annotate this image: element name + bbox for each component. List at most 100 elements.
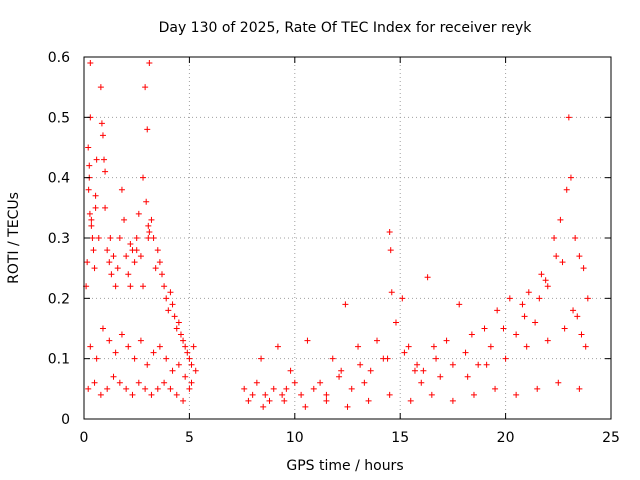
data-point <box>544 337 551 344</box>
data-point <box>97 84 104 91</box>
data-point <box>260 403 267 410</box>
data-point <box>148 391 155 398</box>
data-point <box>188 379 195 386</box>
data-point <box>112 349 119 356</box>
data-point <box>163 295 170 302</box>
data-point <box>392 319 399 326</box>
data-point <box>116 379 123 386</box>
data-point <box>182 343 189 350</box>
data-point <box>90 247 97 254</box>
data-point <box>576 385 583 392</box>
data-point <box>304 337 311 344</box>
data-point <box>365 397 372 404</box>
data-point <box>387 247 394 254</box>
data-point <box>544 283 551 290</box>
data-point <box>437 373 444 380</box>
data-point <box>165 307 172 314</box>
data-point <box>87 343 94 350</box>
data-point <box>167 289 174 296</box>
data-point <box>561 325 568 332</box>
data-point <box>142 84 149 91</box>
data-point <box>475 361 482 368</box>
data-point <box>131 259 138 266</box>
data-point <box>302 403 309 410</box>
grid <box>84 57 611 419</box>
data-point <box>102 204 109 211</box>
data-point <box>190 343 197 350</box>
x-tick-label: 25 <box>602 430 620 446</box>
data-point <box>104 385 111 392</box>
data-point <box>481 325 488 332</box>
data-point <box>414 361 421 368</box>
data-point <box>107 235 114 241</box>
data-point <box>127 283 134 290</box>
data-point <box>241 385 248 392</box>
data-point <box>99 132 106 139</box>
data-point <box>148 216 155 223</box>
data-point <box>559 259 566 266</box>
data-point <box>291 379 298 386</box>
data-point <box>91 379 98 386</box>
data-point <box>116 235 123 241</box>
data-point <box>156 259 163 266</box>
data-point <box>329 355 336 362</box>
x-tick-label: 0 <box>80 430 89 446</box>
data-point <box>169 367 176 374</box>
data-point <box>110 373 117 380</box>
data-point <box>513 331 520 338</box>
data-point <box>584 295 591 302</box>
data-point <box>106 259 113 266</box>
x-tick-label: 10 <box>286 430 304 446</box>
data-point <box>86 210 93 217</box>
data-point <box>506 295 513 302</box>
axis-ticks <box>83 56 612 420</box>
data-point <box>152 265 159 272</box>
x-tick-label: 5 <box>185 430 194 446</box>
data-point <box>84 259 91 266</box>
data-point <box>93 355 100 362</box>
data-point <box>323 391 330 398</box>
data-point <box>317 379 324 386</box>
data-point <box>407 397 414 404</box>
data-point <box>563 186 570 193</box>
data-point <box>150 235 157 241</box>
data-point <box>249 391 256 398</box>
data-point <box>298 391 305 398</box>
data-point <box>92 192 99 199</box>
data-point <box>192 367 199 374</box>
data-point <box>470 391 477 398</box>
data-point <box>532 319 539 326</box>
data-point <box>521 313 528 320</box>
data-point <box>173 391 180 398</box>
data-point <box>523 343 530 350</box>
data-point <box>125 343 132 350</box>
data-point <box>131 355 138 362</box>
data-point <box>161 379 168 386</box>
data-point <box>101 156 108 163</box>
data-point <box>388 289 395 296</box>
data-point <box>449 361 456 368</box>
data-point <box>266 397 273 404</box>
data-point <box>502 355 509 362</box>
data-point <box>287 367 294 374</box>
data-point <box>323 397 330 404</box>
data-point <box>578 331 585 338</box>
data-point <box>123 253 130 260</box>
data-point <box>386 391 393 398</box>
data-point <box>106 337 113 344</box>
data-point <box>171 313 178 320</box>
data-point <box>262 391 269 398</box>
y-tick-label: 0.3 <box>48 231 70 247</box>
data-point <box>129 391 136 398</box>
data-point <box>487 343 494 350</box>
data-point <box>173 325 180 332</box>
tick-labels: 0 5 10 15 20 25 0 0.1 0.2 0.3 0.4 0.5 0.6 <box>48 50 620 446</box>
data-point <box>89 235 96 241</box>
data-point <box>519 301 526 308</box>
data-point <box>85 385 92 392</box>
data-point <box>525 289 532 296</box>
data-point <box>551 235 558 241</box>
data-point <box>567 174 574 181</box>
data-point <box>492 385 499 392</box>
data-point <box>555 379 562 386</box>
